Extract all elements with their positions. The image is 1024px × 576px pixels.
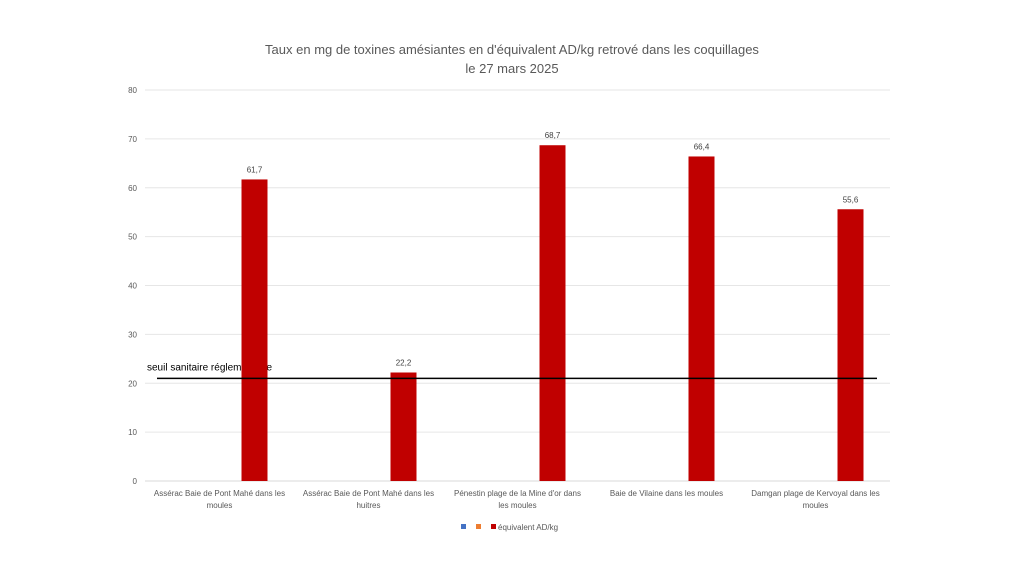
x-category-label: huitres (356, 501, 380, 510)
y-tick-label: 30 (128, 330, 137, 339)
legend-swatch (491, 524, 496, 529)
y-tick-label: 20 (128, 379, 137, 388)
chart-title: Taux en mg de toxines amésiantes en d'éq… (265, 42, 759, 57)
bar (688, 156, 715, 481)
x-category-label: Assérac Baie de Pont Mahé dans les (154, 489, 285, 498)
y-tick-label: 0 (133, 477, 138, 486)
data-label: 22,2 (396, 358, 412, 367)
data-label: 66,4 (694, 142, 710, 151)
x-category-label: Pénestin plage de la Mine d'or dans (454, 489, 581, 498)
bar (390, 372, 417, 481)
data-label: 61,7 (247, 165, 263, 174)
y-tick-label: 40 (128, 282, 137, 291)
x-category-label: moules (803, 501, 829, 510)
chart-title: le 27 mars 2025 (465, 61, 558, 76)
y-tick-label: 50 (128, 233, 137, 242)
legend-label: équivalent AD/kg (498, 523, 558, 532)
bar (837, 209, 864, 481)
bar (241, 179, 268, 481)
x-category-label: moules (207, 501, 233, 510)
legend-swatch (476, 524, 481, 529)
x-category-label: Damgan plage de Kervoyal dans les (751, 489, 880, 498)
x-category-label: Baie de Vilaine dans les moules (610, 489, 723, 498)
x-category-label: Assérac Baie de Pont Mahé dans les (303, 489, 434, 498)
bar (539, 145, 566, 481)
data-label: 68,7 (545, 131, 561, 140)
legend-swatch (461, 524, 466, 529)
y-tick-label: 10 (128, 428, 137, 437)
x-category-label: les moules (498, 501, 536, 510)
threshold-label: seuil sanitaire réglementaire (147, 362, 273, 373)
y-tick-label: 70 (128, 135, 137, 144)
y-tick-label: 80 (128, 86, 137, 95)
data-label: 55,6 (843, 195, 859, 204)
y-tick-label: 60 (128, 184, 137, 193)
